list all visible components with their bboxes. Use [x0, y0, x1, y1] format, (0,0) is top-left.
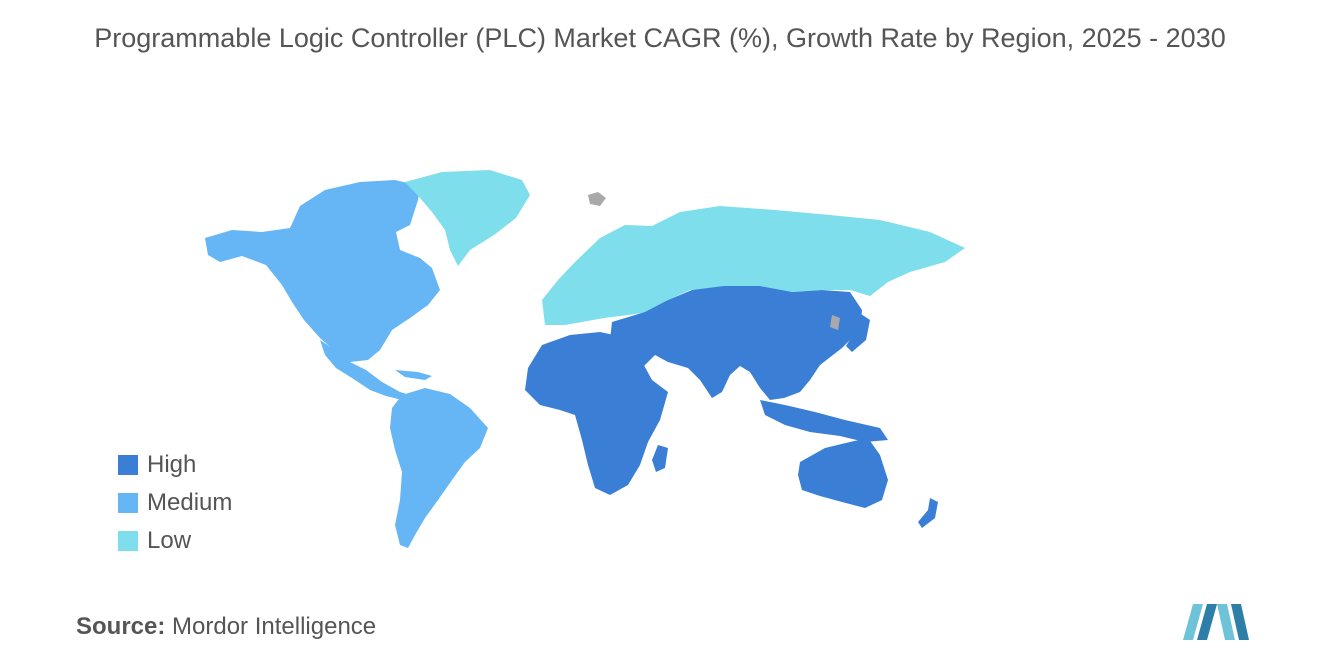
chart-title: Programmable Logic Controller (PLC) Mark… [94, 23, 1226, 53]
region-greenland[interactable] [405, 170, 530, 266]
region-north-america[interactable] [205, 180, 440, 362]
legend-swatch-low [118, 531, 138, 551]
legend-label-high: High [147, 451, 197, 478]
region-new-zealand[interactable] [918, 498, 938, 528]
region-japan[interactable] [846, 312, 870, 352]
region-europe-russia[interactable] [542, 206, 965, 325]
region-no-data [588, 192, 606, 206]
region-southeast-asia[interactable] [760, 400, 888, 442]
source-value: Mordor Intelligence [172, 613, 377, 640]
region-asia[interactable] [610, 286, 862, 400]
source-label: Source: [76, 613, 166, 640]
region-south-america[interactable] [390, 388, 488, 548]
legend-swatch-medium [118, 493, 138, 513]
region-caribbean[interactable] [395, 370, 432, 380]
region-africa[interactable] [525, 332, 668, 495]
legend-label-low: Low [147, 527, 192, 554]
region-madagascar[interactable] [652, 445, 668, 472]
region-australia[interactable] [798, 438, 888, 508]
source-line: Source: Mordor Intelligence [76, 612, 376, 642]
legend-label-medium: Medium [147, 489, 233, 516]
mordor-logo [1183, 604, 1249, 640]
region-no-data-korea [830, 315, 840, 330]
legend-swatch-high [118, 455, 138, 475]
region-central-america[interactable] [320, 340, 410, 400]
